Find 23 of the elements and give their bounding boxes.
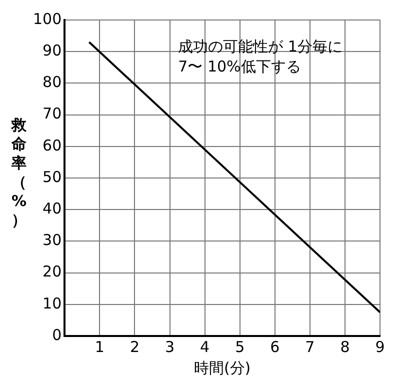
y-tick-label: 80 <box>42 73 62 92</box>
y-tick-label: 100 <box>32 10 62 28</box>
x-tick-label: 2 <box>130 338 140 356</box>
y-tick-label: 30 <box>42 231 62 250</box>
y-tick-label: 90 <box>42 41 62 60</box>
y-tick-label: 0 <box>52 326 62 344</box>
x-tick-label: 5 <box>235 338 245 356</box>
x-tick-label: 3 <box>164 338 175 356</box>
y-tick-label: 60 <box>42 136 62 154</box>
y-tick-label: 20 <box>42 262 62 281</box>
x-tick-label: 8 <box>340 338 350 356</box>
x-tick-label: 9 <box>375 338 385 356</box>
y-tick-label: 50 <box>42 168 62 186</box>
y-axis-title: 救命率（%） <box>10 116 28 230</box>
y-tick-label: 10 <box>42 294 62 312</box>
x-tick-label: 4 <box>200 338 210 356</box>
x-tick-label: 1 <box>94 338 104 356</box>
x-axis-title: 時間(分) <box>194 358 251 377</box>
x-tick-label: 6 <box>270 338 280 356</box>
x-tick-label: 7 <box>305 338 315 356</box>
y-tick-label: 40 <box>42 199 62 218</box>
y-tick-label: 70 <box>42 104 62 123</box>
annotation: 成功の可能性が 1分毎に 7〜 10%低下する <box>178 37 342 76</box>
